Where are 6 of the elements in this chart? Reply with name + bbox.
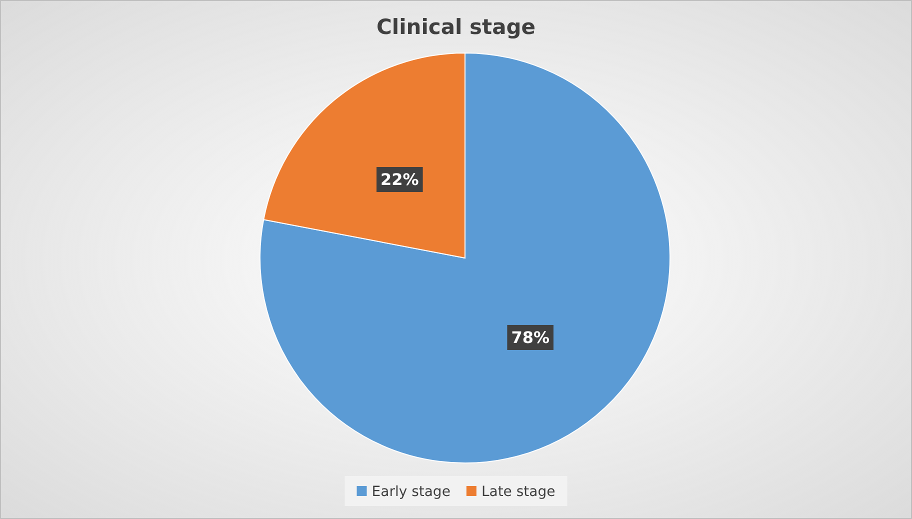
data-label: 22%: [380, 170, 419, 190]
chart-title: Clinical stage: [376, 15, 536, 39]
legend-label: Late stage: [481, 484, 556, 500]
pie-slice: [260, 52, 670, 464]
data-label: 78%: [511, 328, 550, 347]
slice-label: Early stage: [372, 484, 450, 500]
